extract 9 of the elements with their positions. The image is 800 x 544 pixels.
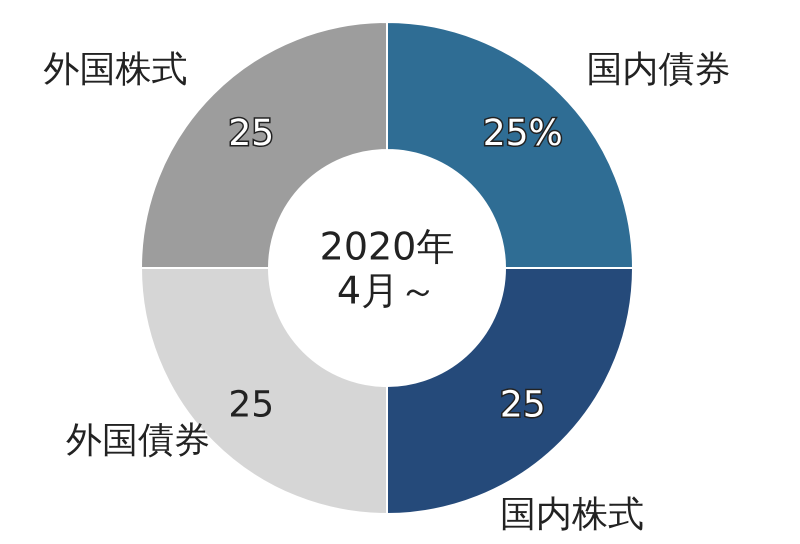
slice-label: 外国債券: [66, 420, 210, 462]
slice-label: 国内債券: [586, 49, 730, 90]
slice-label: 国内株式: [500, 494, 644, 536]
slice-label: 外国株式: [44, 49, 188, 90]
data-label: 25: [500, 384, 546, 426]
data-label: 25: [228, 112, 274, 154]
data-label: 25%: [482, 112, 563, 154]
text: 2020年 4月～: [320, 224, 454, 312]
data-label: 25: [228, 384, 274, 426]
